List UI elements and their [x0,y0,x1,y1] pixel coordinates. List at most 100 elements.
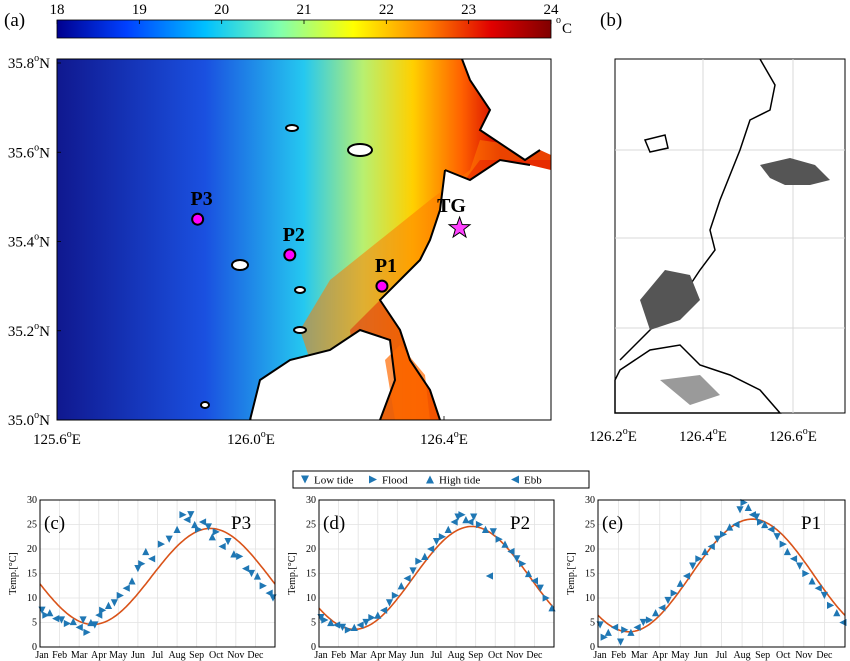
data-point [91,621,99,629]
panel-label: (c) [44,513,65,534]
data-point [83,628,91,636]
lat-tick-label: 35.4oN [8,232,50,251]
x-tick-label: Feb [52,650,67,661]
map-frame [56,58,552,421]
data-point [519,560,527,568]
panel-p1: 0 5 10 15 20 25 30 Jan Feb Mar Apr May Jun Jul Aug Sep O… [566,495,847,661]
data-point [52,615,60,623]
data-point [466,518,474,526]
x-tick-label: May [109,650,127,661]
data-point [110,599,118,607]
data-point [427,545,435,553]
panel-label-b: (b) [600,10,622,31]
x-tick-label: Oct [488,650,503,661]
data-point [501,540,509,548]
data-point [134,565,142,573]
x-tick-label: Apr [370,650,386,661]
x-tick-label: Jul [716,650,728,661]
island [294,286,306,294]
data-point [757,518,765,526]
colorbar-tick-label: 24 [544,2,560,18]
legend-box [292,470,590,489]
station-marker-p2 [283,248,297,262]
station-marker-p1 [375,279,389,293]
data-point [208,533,216,541]
coastline [249,59,541,420]
data-point [820,591,828,600]
data-point [191,520,199,529]
colorbar-tick-label: 22 [379,2,394,18]
data-point [536,584,544,592]
colorbar-tick-label: 21 [297,2,312,18]
island [285,124,299,132]
plot-frame [318,499,555,648]
station-label-p2: P2 [283,224,305,246]
y-tick-label: 0 [590,642,595,653]
x-tick-label: Jul [152,650,164,661]
data-point [604,628,612,636]
legend-ebb-label: Ebb [524,475,542,487]
data-point [116,591,124,600]
y-axis-label: Temp.[°C] [287,552,298,594]
land-east [380,160,551,420]
x-tick-label: Feb [611,650,626,661]
panel-p2: 0 5 10 15 20 25 30 Jan Feb Mar Apr May Jun Jul Aug Sep O… [287,495,556,661]
data-point [707,542,715,551]
x-tick-label: Dec [247,650,264,661]
fitted-curve [39,527,276,626]
lat-tick-label: 35.2oN [8,321,50,340]
x-tick-label: Aug [447,650,464,661]
data-point [495,535,503,543]
data-point [736,506,744,514]
data-point [524,569,533,578]
x-tick-label: Apr [652,650,668,661]
data-point [652,609,660,617]
data-point [333,621,341,629]
data-point [385,599,394,607]
data-point [689,562,697,570]
x-tick-label: May [388,650,406,661]
x-tick-label: Aug [168,650,185,661]
x-tick-label: Oct [776,650,791,661]
land-south [250,330,395,420]
x-tick-label: Jan [35,650,48,661]
data-point [218,542,226,551]
data-point [212,528,220,536]
x-tick-label: Sep [755,650,770,661]
data-point [128,577,136,585]
data-point [157,540,165,548]
inset-lon-tick-label: 126.6oE [769,426,817,445]
data-point [676,579,684,587]
station-marker-p3 [191,212,205,226]
y-tick-label: 20 [585,544,595,555]
data-point [542,594,550,602]
colorbar-unit-c: C [562,21,572,37]
inset-island [643,134,669,153]
x-tick-label: Dec [526,650,543,661]
y-tick-label: 25 [27,520,37,531]
data-point [470,513,478,521]
data-point [350,623,358,631]
tidal-flat [640,270,700,330]
data-point [69,617,77,626]
lat-tick-label: 35.6oN [8,142,50,161]
data-point [198,518,207,526]
colorbar-tick-label: 18 [50,2,65,18]
station-label-tg: TG [437,195,466,217]
x-tick-label: Jan [314,650,327,661]
y-tick-label: 15 [27,569,37,580]
data-point [802,569,810,578]
y-tick-label: 0 [32,642,37,653]
data-point [732,520,740,529]
colorbar-unit-degree: o [556,15,561,26]
lon-tick-label: 126.0oE [227,429,275,448]
lon-tick-label: 126.4oE [420,429,468,448]
land-north [462,59,551,160]
y-tick-label: 15 [306,569,316,580]
data-point [713,535,721,543]
data-point [779,540,787,548]
data-point [617,638,625,646]
data-point [748,511,756,519]
y-tick-label: 5 [590,618,595,629]
